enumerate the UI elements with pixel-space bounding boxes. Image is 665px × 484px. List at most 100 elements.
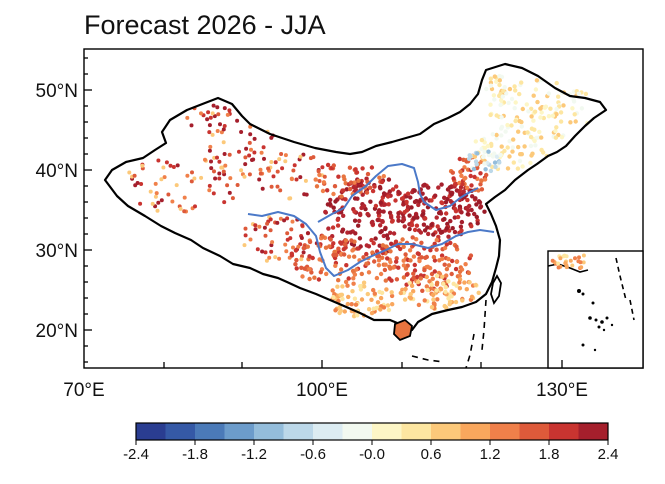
station-dot [405,191,411,196]
station-dot [207,148,212,153]
station-dot [446,234,451,239]
station-dot [498,102,503,108]
station-dot [415,274,420,280]
station-dot [388,249,393,254]
station-dot [424,284,429,289]
station-dot [185,173,190,178]
station-dot [352,254,357,259]
station-dot [426,231,431,237]
station-dot [364,190,370,195]
station-dot [382,192,387,198]
station-dot [211,191,216,196]
station-dot [317,179,322,183]
station-dot [237,149,241,154]
station-dot [528,160,533,166]
station-dot [155,208,160,213]
station-dot [132,173,137,178]
station-dot [360,166,365,171]
station-dot [390,187,396,192]
station-dot [269,249,274,254]
station-dot [340,188,345,193]
station-dot [353,302,359,307]
station-dot [532,138,537,144]
station-dot [422,267,427,273]
station-dot [484,172,489,178]
station-dot [221,169,226,174]
station-dot [377,184,383,190]
station-dot [225,112,230,117]
station-dot [205,117,210,122]
station-dot [382,202,388,207]
station-dot [411,275,416,281]
station-dot [298,154,303,159]
station-dot [369,297,374,302]
station-dot [394,184,399,189]
station-dot [457,269,463,274]
station-dot [396,214,401,220]
station-dot [291,168,296,173]
station-dot [261,145,266,150]
station-dot [474,202,479,207]
station-dot [559,135,565,140]
station-dot [148,189,153,194]
station-dot [381,233,386,239]
station-dot [222,152,227,156]
station-dot [225,183,230,188]
station-dot [499,98,504,103]
station-dot [476,199,482,204]
station-dot [331,295,336,300]
station-dot [558,110,564,115]
station-dot [221,140,226,145]
station-dot [520,164,525,169]
station-dot [529,153,534,158]
station-dot [209,159,213,164]
station-dot [300,254,304,259]
station-dot [190,170,194,175]
station-dot [512,84,517,89]
inset-station-dot [550,258,555,263]
station-dot [405,204,411,210]
station-dot [328,237,333,242]
station-dot [192,176,197,181]
station-dot [215,105,220,110]
station-dot [543,104,549,109]
station-dot [374,275,380,281]
station-dot [419,240,424,245]
station-dot [502,85,507,90]
station-dot [342,252,347,257]
station-dot [307,276,312,282]
station-dot [294,177,299,182]
station-dot [492,160,498,165]
station-dot [361,203,367,209]
station-dot [510,149,515,154]
station-dot [343,197,348,202]
station-dot [244,146,249,151]
colorbar-label: -2.4 [123,446,149,463]
station-dot [432,269,437,274]
station-dot [154,191,159,196]
station-dot [407,226,412,232]
station-dot [133,183,138,188]
station-dot [434,282,440,287]
station-dot [294,257,299,263]
station-dot [452,229,458,235]
station-dot [332,184,338,189]
station-dot [505,122,510,128]
station-dot [235,118,240,123]
station-dot [330,225,336,230]
station-dot [377,175,382,180]
station-dot [341,213,346,218]
lat-label-20: 20°N [36,321,78,342]
station-dot [435,297,440,302]
station-dot [539,110,544,115]
station-dot [535,99,540,105]
colorbar-segment [195,423,225,440]
station-dot [288,236,293,241]
station-dot [269,184,274,189]
station-dot [212,169,216,174]
station-dot [472,154,478,159]
station-dot [401,275,407,280]
station-dot [283,242,288,247]
station-dot [497,82,502,88]
station-dot [425,225,430,230]
